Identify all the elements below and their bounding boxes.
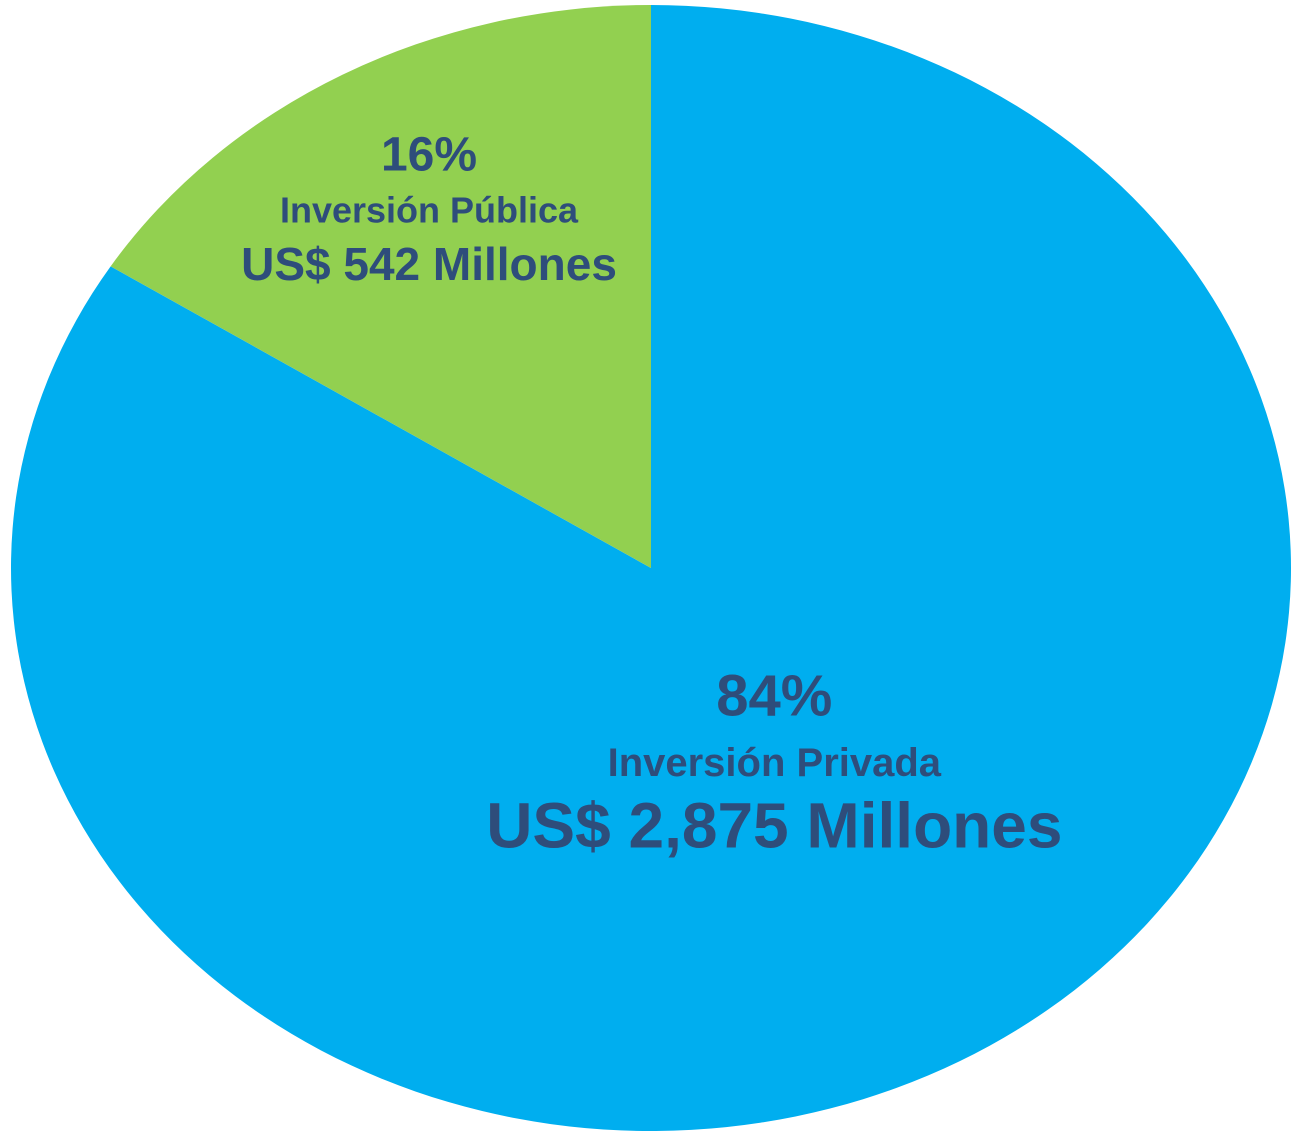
value-label: 16% [381,128,477,181]
pie-slice [110,5,651,568]
value-label: 84% [716,664,832,729]
category-label: Inversión Privada [608,741,942,785]
category-label: Inversión Pública [280,189,579,230]
amount-label: US$ 2,875 Millones [486,789,1062,861]
amount-label: US$ 542 Millones [241,238,617,290]
pie-slice [10,5,1291,1131]
